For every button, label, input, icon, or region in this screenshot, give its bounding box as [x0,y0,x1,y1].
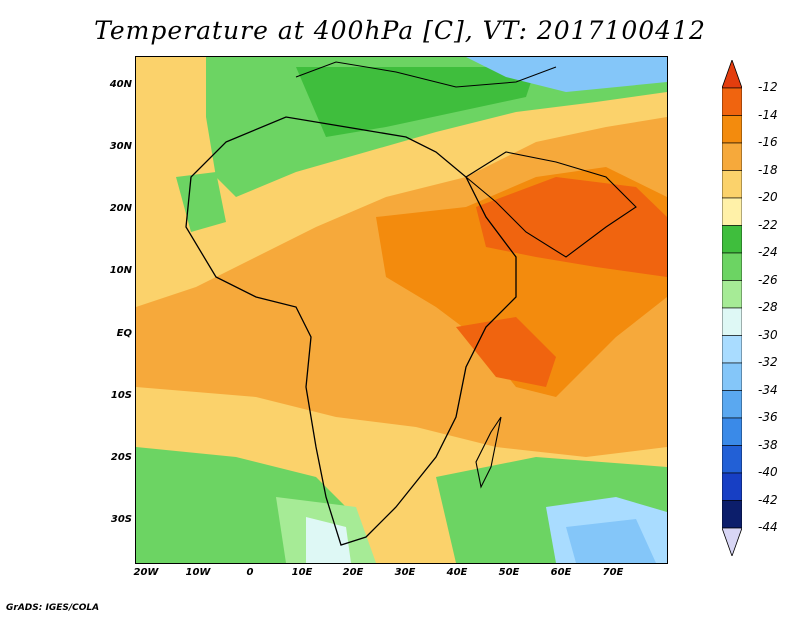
colorbar-cell [722,362,742,391]
colorbar-cell [722,252,742,281]
temperature-field [136,57,667,563]
colorbar-cell [722,142,742,171]
sahara-cold-pocket [176,172,226,232]
east-africa-hot-core [456,317,556,387]
footer-credit: GrADS: IGES/COLA [6,603,100,613]
y-tick-30n: 30N [109,141,132,152]
mediterranean-core [296,67,536,137]
southeast-colder-pocket [566,519,656,563]
arabia-coastline [465,151,637,258]
y-tick-20n: 20N [109,203,132,214]
madagascar-coastline [475,416,502,489]
x-tick-40e: 40E [446,567,468,578]
colorbar-label: -40 [758,465,778,479]
x-tick-50e: 50E [498,567,520,578]
colorbar-label: -36 [758,410,778,424]
colorbar-label: -18 [758,162,778,177]
colorbar-cell [722,472,742,501]
colorbar-label: -16 [758,135,778,149]
colorbar-bottom-arrow [722,527,742,556]
colorbar-cell [722,307,742,336]
colorbar-cell [722,417,742,446]
x-tick-20e: 20E [342,567,364,578]
colorbar-label: -22 [758,217,778,232]
colorbar-cell [722,390,742,419]
y-tick-30s: 30S [110,514,132,525]
colorbar-label: -42 [758,492,778,507]
map-title: Temperature at 400hPa [C], VT: 201710041… [94,16,706,45]
colorbar-label: -28 [758,300,778,314]
x-tick-70e: 70E [602,567,624,578]
arabian-hot-core [476,177,667,277]
colorbar-cell [722,197,742,226]
colorbar-cell [722,280,742,309]
y-tick-10n: 10N [109,265,132,276]
colorbar-cell [722,335,742,364]
x-tick-0: 0 [246,567,254,578]
x-tick-60e: 60E [550,567,572,578]
colorbar-label: -12 [758,80,778,94]
y-tick-10s: 10S [110,390,132,401]
europe-coastline [295,61,557,88]
x-tick-20w: 20W [133,567,159,578]
y-tick-eq: EQ [116,328,132,339]
colorbar-label: -34 [758,382,778,397]
colorbar-cell [722,500,742,529]
colorbar-label: -24 [758,245,778,259]
x-tick-10w: 10W [185,567,211,578]
colorbar-cell [722,225,742,254]
colorbar-cell [722,115,742,144]
colorbar-label: -14 [758,107,778,122]
temperature-map [135,56,668,564]
y-tick-20s: 20S [110,452,132,463]
southwest-coldest-pocket [306,517,351,563]
eastern-cold-pocket [466,57,667,92]
colorbar-label: -32 [758,355,778,369]
colorbar-label: -30 [758,327,778,342]
colorbar-label: -44 [758,520,778,534]
colorbar-cell [722,445,742,474]
colorbar-cells [722,60,742,556]
africa-coastline [185,116,517,546]
x-tick-30e: 30E [394,567,416,578]
colorbar-top-arrow [722,60,742,89]
colorbar-label: -38 [758,437,778,452]
colorbar-label: -20 [758,190,778,204]
colorbar [722,60,742,556]
x-tick-10e: 10E [291,567,313,578]
y-tick-40n: 40N [109,79,132,90]
colorbar-cell [722,170,742,199]
colorbar-label: -26 [758,272,778,287]
colorbar-cell [722,87,742,116]
